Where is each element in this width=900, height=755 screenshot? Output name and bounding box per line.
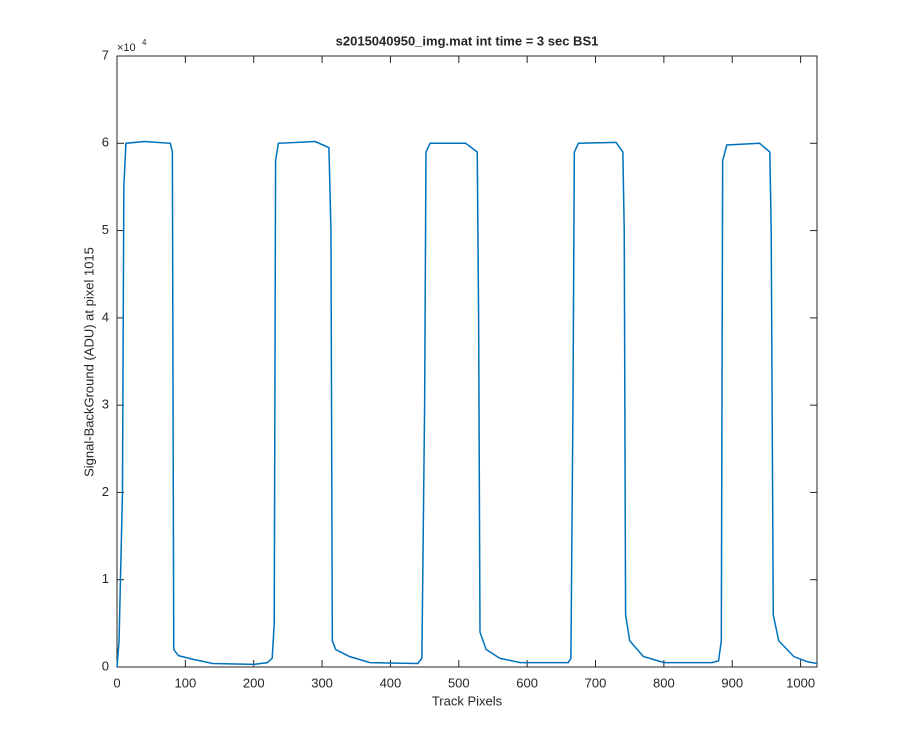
y-tick-label: 3 (102, 397, 109, 412)
x-tick-label: 200 (243, 675, 265, 690)
x-tick-label: 300 (311, 675, 333, 690)
y-tick-label: 5 (102, 222, 109, 237)
y-tick-label: 0 (102, 658, 109, 673)
plot-area (116, 55, 818, 668)
data-line (116, 140, 818, 668)
x-tick-label: 100 (175, 675, 197, 690)
y-axis-label: Signal-BackGround (ADU) at pixel 1015 (81, 247, 96, 477)
x-tick-label: 800 (653, 675, 675, 690)
y-tick-label: 1 (102, 571, 109, 586)
x-tick-label: 900 (721, 675, 743, 690)
x-tick-label: 0 (113, 675, 120, 690)
x-tick-label: 400 (380, 675, 402, 690)
y-exponent-base: ×10 (117, 42, 136, 54)
y-tick-label: 2 (102, 484, 109, 499)
x-tick-label: 500 (448, 675, 470, 690)
x-tick-label: 1000 (786, 675, 815, 690)
chart-title: s2015040950_img.mat int time = 3 sec BS1 (336, 33, 599, 48)
x-tick-label: 600 (516, 675, 538, 690)
y-tick-label: 6 (102, 135, 109, 150)
y-tick-label: 7 (102, 47, 109, 62)
y-exponent: 4 (142, 38, 147, 47)
x-axis-label: Track Pixels (432, 693, 503, 708)
y-tick-label: 4 (102, 309, 109, 324)
x-tick-label: 700 (585, 675, 607, 690)
